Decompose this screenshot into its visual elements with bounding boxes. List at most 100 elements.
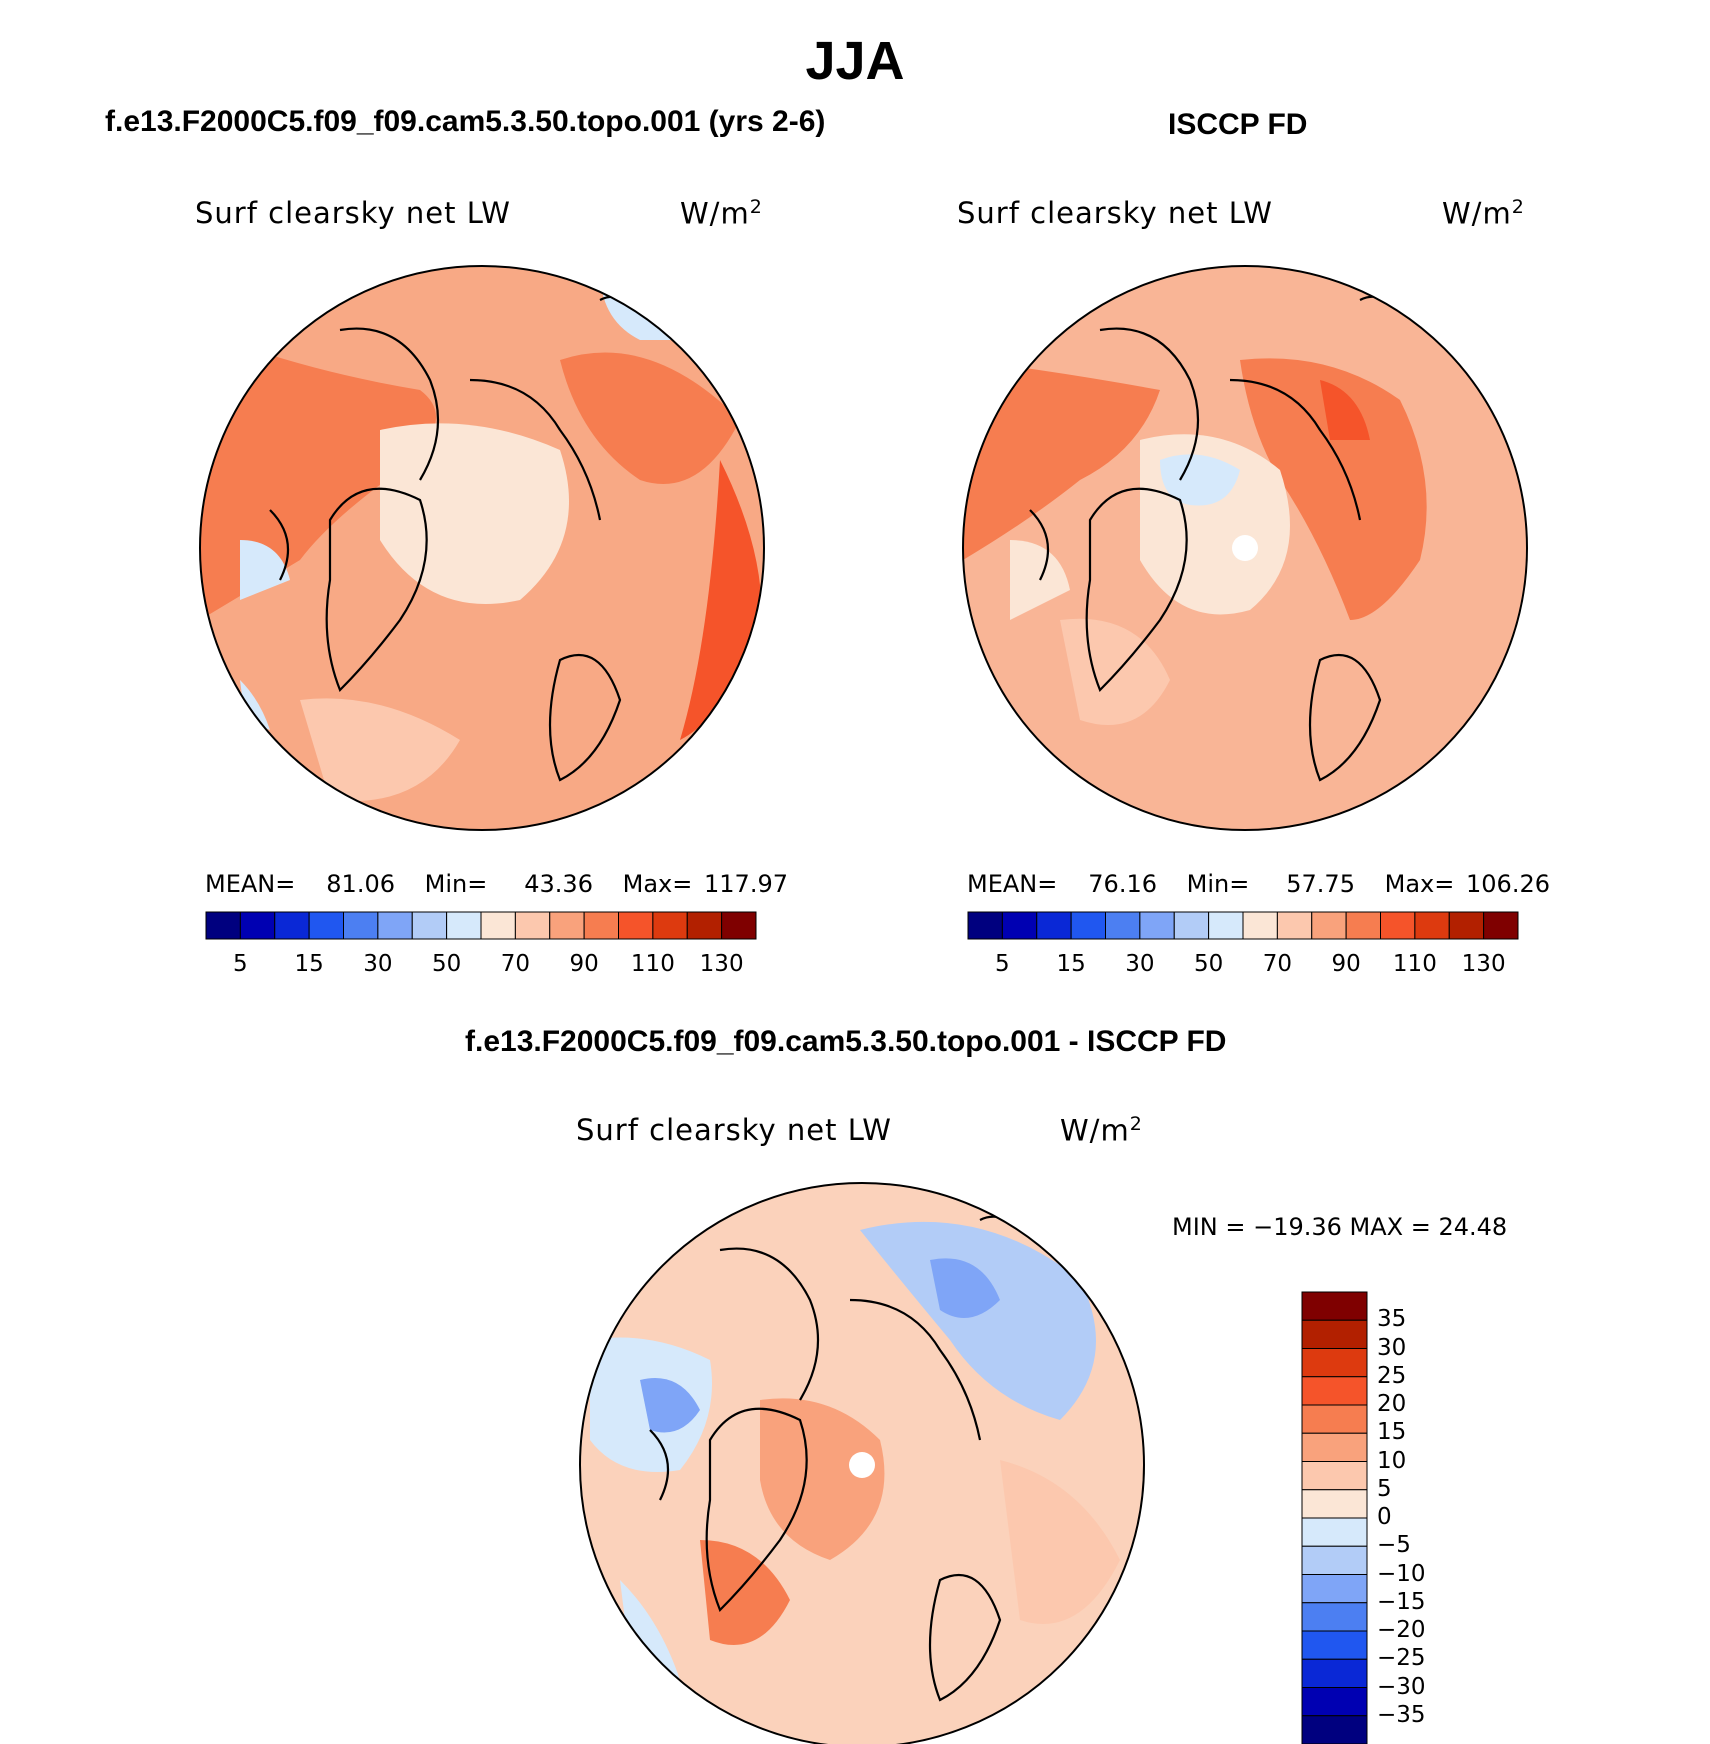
left-colorbar-tick-label: 50 <box>431 951 462 977</box>
diff-colorbar-tick-label: −5 <box>1377 1532 1411 1559</box>
right-panel-title: ISCCP FD <box>1168 108 1308 141</box>
diff-colorbar-box <box>1301 1291 1368 1321</box>
diff-colorbar-box <box>1301 1348 1368 1378</box>
diff-colorbar-tick-label: 15 <box>1377 1419 1407 1446</box>
left-colorbar-box <box>446 911 482 940</box>
right-colorbar-box <box>1311 911 1347 940</box>
diff-map-region-colder-siberia <box>930 1258 1000 1318</box>
diff-map-coastlines <box>649 1215 1021 1702</box>
left-colorbar-box <box>721 911 757 940</box>
diff-colorbar-box <box>1301 1432 1368 1462</box>
right-map-pole-hole <box>1232 535 1258 561</box>
diff-colorbar-box <box>1301 1489 1368 1519</box>
left-colorbar-box <box>205 911 241 940</box>
diff-colorbar-box <box>1301 1517 1368 1547</box>
left-colorbar <box>205 911 757 940</box>
diff-colorbar-box <box>1301 1630 1368 1660</box>
diff-colorbar <box>1301 1291 1368 1744</box>
diff-colorbar-tick-label: −25 <box>1377 1645 1426 1672</box>
left-panel-title: f.e13.F2000C5.f09_f09.cam5.3.50.topo.001… <box>105 105 826 138</box>
right-min-value: 57.75 <box>1286 870 1355 898</box>
diff-colorbar-tick-label: 20 <box>1377 1391 1407 1417</box>
right-map-region-cool-arctic <box>1160 454 1240 506</box>
diff-colorbar-box <box>1301 1376 1368 1406</box>
diff-panel-title: f.e13.F2000C5.f09_f09.cam5.3.50.topo.001… <box>465 1025 1227 1058</box>
right-stats: MEAN= 76.16 Min= 57.75 Max= 106.26 <box>967 870 1550 898</box>
left-colorbar-box <box>411 911 448 940</box>
diff-colorbar-tick-label: −20 <box>1377 1617 1426 1643</box>
left-mean-label: MEAN= <box>205 870 296 898</box>
diff-colorbar-tick-label: 35 <box>1377 1306 1407 1333</box>
left-variable-label: Surf clearsky net LW <box>195 196 511 230</box>
right-colorbar-box <box>1414 911 1450 940</box>
right-colorbar-box <box>1448 911 1485 940</box>
diff-units-label: W/m2 <box>1060 1113 1143 1148</box>
left-colorbar-box <box>377 911 413 940</box>
left-max-label: Max= <box>622 870 693 898</box>
right-map-region-warm-na <box>963 360 1160 560</box>
diff-colorbar-tick-label: −30 <box>1377 1673 1426 1700</box>
right-colorbar-box <box>1139 911 1175 940</box>
right-colorbar-tick-label: 130 <box>1461 951 1506 977</box>
diff-colorbar-tick-label: 10 <box>1377 1447 1407 1474</box>
right-colorbar-box <box>1001 911 1038 940</box>
right-colorbar-box <box>967 911 1003 940</box>
right-colorbar-box <box>1242 911 1278 940</box>
diff-colorbar-box <box>1301 1545 1368 1575</box>
diff-colorbar-box <box>1301 1715 1368 1744</box>
left-min-label: Min= <box>424 870 488 898</box>
figure-title: JJA <box>805 31 905 91</box>
left-max-value: 117.97 <box>704 870 788 898</box>
right-colorbar-box <box>1345 911 1381 940</box>
left-colorbar-tick-label: 70 <box>500 951 531 977</box>
diff-colorbar-box <box>1301 1602 1368 1632</box>
left-colorbar-box <box>514 911 551 940</box>
diff-colorbar-tick-label: −35 <box>1377 1701 1426 1728</box>
left-colorbar-tick-label: 90 <box>569 951 599 977</box>
diff-colorbar-box <box>1301 1574 1368 1604</box>
right-colorbar-box <box>1483 911 1519 940</box>
right-colorbar <box>967 911 1519 940</box>
right-map-region-warm-siberia <box>1240 358 1427 620</box>
diff-colorbar-tick-label: −15 <box>1377 1588 1426 1615</box>
diff-minmax: MIN = −19.36 MAX = 24.48 <box>1172 1213 1508 1241</box>
left-colorbar-box <box>308 911 344 940</box>
right-colorbar-tick-label: 30 <box>1125 951 1155 977</box>
right-max-label: Max= <box>1384 870 1455 898</box>
right-map-region-hot-siberia <box>1320 380 1370 440</box>
diff-map-region-warm-greenland <box>700 1540 790 1645</box>
right-colorbar-tick-label: 110 <box>1392 951 1437 977</box>
right-colorbar-tick-label: 90 <box>1331 951 1361 977</box>
diff-colorbar-tick-label: 5 <box>1377 1475 1392 1502</box>
diff-colorbar-tick-label: −10 <box>1377 1560 1426 1587</box>
left-colorbar-tick-label: 30 <box>363 951 393 977</box>
right-colorbar-box <box>1380 911 1416 940</box>
left-colorbar-box <box>480 911 516 940</box>
left-map-coastlines <box>269 295 641 782</box>
left-mean-value: 81.06 <box>326 870 395 898</box>
diff-colorbar-box <box>1301 1404 1368 1434</box>
left-colorbar-box <box>652 911 688 940</box>
left-colorbar-box <box>274 911 310 940</box>
right-map <box>962 265 1528 831</box>
diff-map-region-colder-canada <box>640 1378 700 1433</box>
left-units-label: W/m2 <box>680 196 763 231</box>
diff-map-pole-hole <box>849 1452 875 1478</box>
left-colorbar-box <box>549 911 585 940</box>
left-colorbar-box <box>343 911 379 940</box>
right-min-label: Min= <box>1186 870 1250 898</box>
diff-colorbar-box <box>1301 1687 1368 1717</box>
right-mean-label: MEAN= <box>967 870 1058 898</box>
right-colorbar-box <box>1070 911 1106 940</box>
left-colorbar-box <box>618 911 654 940</box>
right-map-outline <box>962 265 1528 831</box>
diff-map-region-warm-east <box>1000 1460 1120 1624</box>
right-colorbar-box <box>1173 911 1210 940</box>
right-colorbar-tick-label: 15 <box>1056 951 1086 977</box>
left-colorbar-box <box>686 911 723 940</box>
left-colorbar-tick-label: 110 <box>630 951 675 977</box>
right-colorbar-tick-label: 70 <box>1262 951 1293 977</box>
diff-map-outline <box>579 1182 1145 1744</box>
right-colorbar-box <box>1208 911 1244 940</box>
